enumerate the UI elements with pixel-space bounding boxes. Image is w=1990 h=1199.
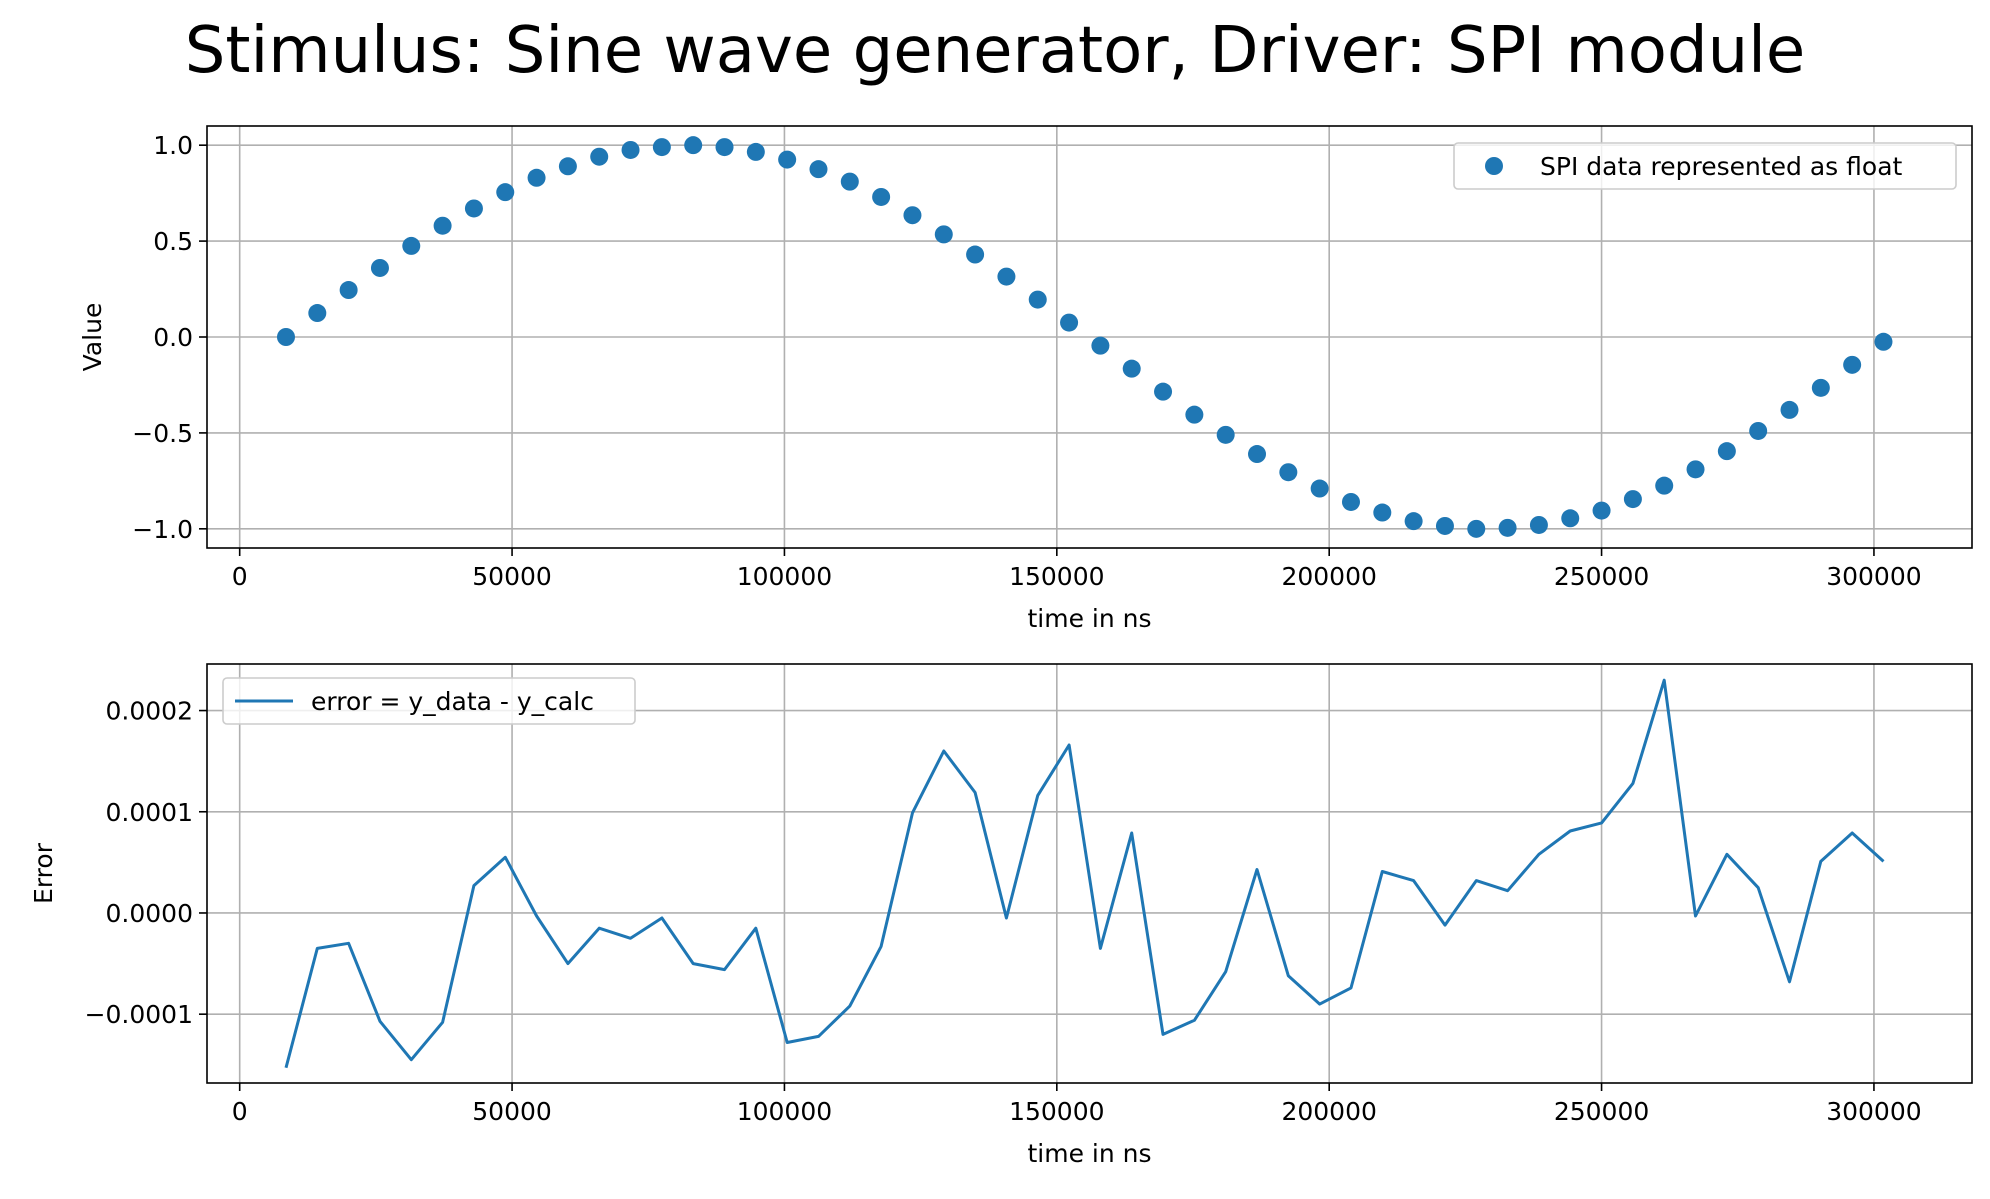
top-data-point xyxy=(1404,512,1423,531)
top-ytick-label: 1.0 xyxy=(153,131,193,160)
top-data-point xyxy=(778,150,797,169)
top-data-point xyxy=(1435,516,1454,535)
top-xtick-label: 300000 xyxy=(1826,562,1921,591)
top-xtick-label: 50000 xyxy=(472,562,552,591)
top-data-point xyxy=(1874,332,1893,351)
top-data-point xyxy=(1780,400,1799,419)
bottom-series-line xyxy=(284,678,1885,1069)
bottom-xtick-label: 0 xyxy=(232,1097,248,1126)
top-data-point xyxy=(1498,518,1517,537)
top-data-point xyxy=(402,236,421,255)
top-yaxis-label: Value xyxy=(78,303,107,372)
top-xtick-label: 150000 xyxy=(1009,562,1104,591)
top-legend-marker xyxy=(1485,157,1503,175)
top-data-point xyxy=(1185,405,1204,424)
top-data-point xyxy=(339,281,358,300)
top-xtick-label: 200000 xyxy=(1281,562,1376,591)
top-data-point xyxy=(903,206,922,225)
top-data-point xyxy=(997,267,1016,286)
top-data-point xyxy=(715,138,734,157)
top-data-point xyxy=(872,187,891,206)
top-data-point xyxy=(1561,509,1580,528)
top-xtick-label: 100000 xyxy=(737,562,832,591)
top-data-point xyxy=(1686,460,1705,479)
top-data-point xyxy=(464,199,483,218)
top-data-point xyxy=(1248,445,1267,464)
bottom-chart: 0 50000 100000 150000 200000 250000 300000 0.00… xyxy=(29,663,1973,1168)
top-data-point xyxy=(276,328,295,346)
figure-title: Stimulus: Sine wave generator, Driver: S… xyxy=(185,14,1806,88)
top-data-point xyxy=(308,304,327,323)
top-ytick-label: 0.0 xyxy=(153,323,193,352)
bottom-xtick-label: 300000 xyxy=(1826,1097,1921,1126)
top-data-point xyxy=(1529,515,1548,534)
top-data-point xyxy=(527,168,546,187)
bottom-xtick-label: 50000 xyxy=(472,1097,552,1126)
top-ytick-label: 0.5 xyxy=(153,227,193,256)
bottom-xaxis-label: time in ns xyxy=(1027,1139,1151,1168)
top-data-point xyxy=(840,172,859,191)
top-data-point xyxy=(1749,421,1768,440)
top-data-point xyxy=(1717,442,1736,461)
top-data-point xyxy=(809,160,828,179)
bottom-ytick-label: 0.0002 xyxy=(106,697,193,726)
top-data-point xyxy=(1843,355,1862,374)
top-data-point xyxy=(1091,336,1110,355)
top-chart: 0 50000 100000 150000 200000 250000 300000 1.0 0… xyxy=(78,125,1973,633)
top-data-point xyxy=(1310,479,1329,498)
top-data-point xyxy=(558,157,577,176)
top-legend-label: SPI data represented as float xyxy=(1540,152,1903,181)
top-ytick-label: −0.5 xyxy=(132,419,193,448)
top-data-point xyxy=(1373,503,1392,522)
bottom-xtick-label: 250000 xyxy=(1554,1097,1649,1126)
top-data-point xyxy=(652,138,671,157)
bottom-xtick-label: 200000 xyxy=(1281,1097,1376,1126)
bottom-xtick-label: 100000 xyxy=(737,1097,832,1126)
bottom-ytick-label: 0.0001 xyxy=(106,798,193,827)
bottom-axes-frame xyxy=(206,663,1973,1084)
top-data-point xyxy=(1279,463,1298,482)
top-xaxis-label: time in ns xyxy=(1027,604,1151,633)
top-data-point xyxy=(684,136,703,155)
top-ytick-label: −1.0 xyxy=(132,515,193,544)
bottom-yaxis-label: Error xyxy=(29,842,58,904)
top-data-point xyxy=(934,225,953,244)
top-data-point xyxy=(1122,359,1141,378)
top-data-point xyxy=(966,245,985,264)
top-data-point xyxy=(1655,476,1674,495)
bottom-ytick-label: −0.0001 xyxy=(85,1000,193,1029)
top-data-point xyxy=(1341,492,1360,511)
top-data-point xyxy=(590,147,609,166)
top-data-point xyxy=(1154,382,1173,401)
bottom-legend-box xyxy=(222,677,636,725)
top-data-point xyxy=(496,183,515,202)
top-data-point xyxy=(1216,425,1235,444)
top-data-point xyxy=(621,140,640,159)
top-legend-box xyxy=(1453,142,1957,190)
top-data-point xyxy=(1811,378,1830,397)
top-data-point xyxy=(370,258,389,277)
top-legend: SPI data represented as float xyxy=(1453,142,1957,190)
top-data-point xyxy=(1592,501,1611,520)
top-data-point xyxy=(1623,490,1642,509)
top-data-point xyxy=(1028,290,1047,309)
bottom-xtick-label: 150000 xyxy=(1009,1097,1104,1126)
top-data-point xyxy=(1467,519,1486,538)
top-data-point xyxy=(1060,313,1079,332)
top-xtick-label: 0 xyxy=(232,562,248,591)
bottom-legend-label: error = y_data - y_calc xyxy=(311,687,594,716)
top-xtick-label: 250000 xyxy=(1554,562,1649,591)
bottom-legend: error = y_data - y_calc xyxy=(222,677,636,725)
top-data-point xyxy=(433,216,452,235)
top-data-point xyxy=(746,142,765,161)
bottom-ytick-label: 0.0000 xyxy=(106,899,193,928)
